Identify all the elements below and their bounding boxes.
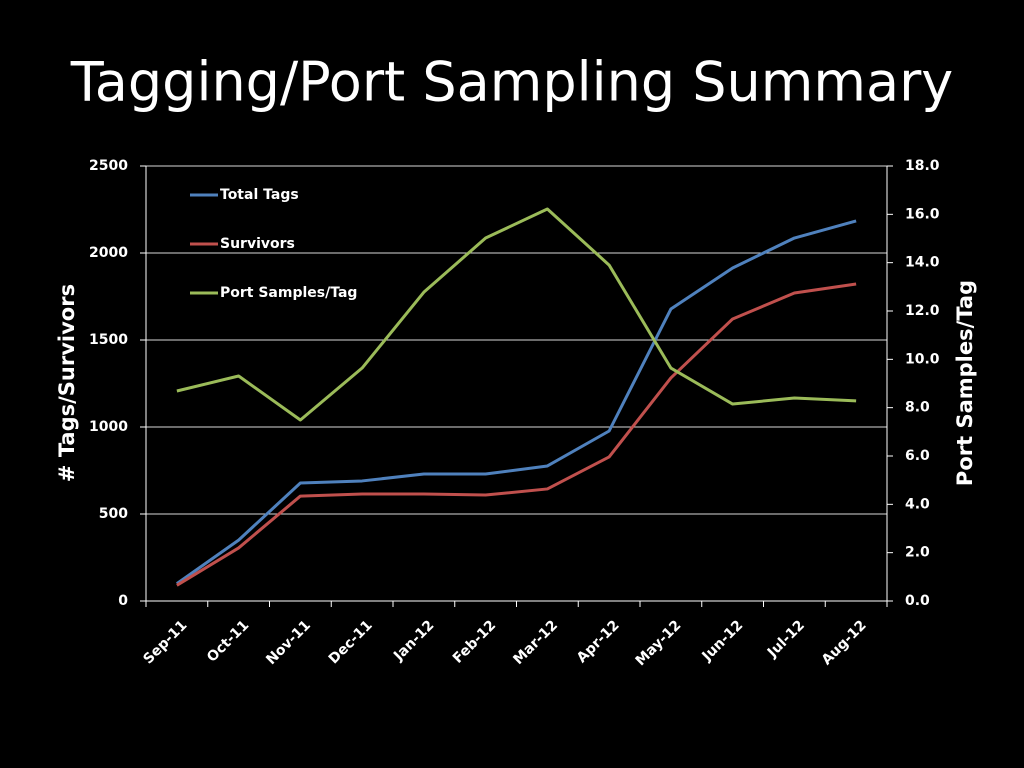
y2-tick-label: 18.0 <box>905 158 940 174</box>
y2-tick-label: 4.0 <box>905 496 930 512</box>
y-tick-label: 500 <box>99 506 128 522</box>
y2-tick-label: 14.0 <box>905 255 940 271</box>
y-tick-label: 0 <box>118 593 128 609</box>
legend-label: Total Tags <box>220 187 299 203</box>
line-series <box>176 207 857 422</box>
chart-title: Tagging/Port Sampling Summary <box>70 51 953 114</box>
y-tick-label: 2500 <box>89 158 128 174</box>
y2-tick-label: 16.0 <box>905 206 940 222</box>
y-axis-title: # Tags/Survivors <box>55 284 79 482</box>
line-series <box>176 282 857 587</box>
y-tick-label: 1500 <box>89 332 128 348</box>
y2-tick-label: 12.0 <box>905 303 940 319</box>
y2-tick-label: 0.0 <box>905 593 930 609</box>
legend-label: Survivors <box>220 236 295 252</box>
y2-tick-label: 8.0 <box>905 400 930 416</box>
y2-axis-title: Port Samples/Tag <box>953 280 977 486</box>
y-tick-label: 2000 <box>89 245 128 261</box>
y2-tick-label: 10.0 <box>905 351 940 367</box>
legend-label: Port Samples/Tag <box>220 285 357 301</box>
line-series <box>176 219 857 585</box>
y-tick-label: 1000 <box>89 419 128 435</box>
y2-tick-label: 6.0 <box>905 448 930 464</box>
y2-tick-label: 2.0 <box>905 545 930 561</box>
